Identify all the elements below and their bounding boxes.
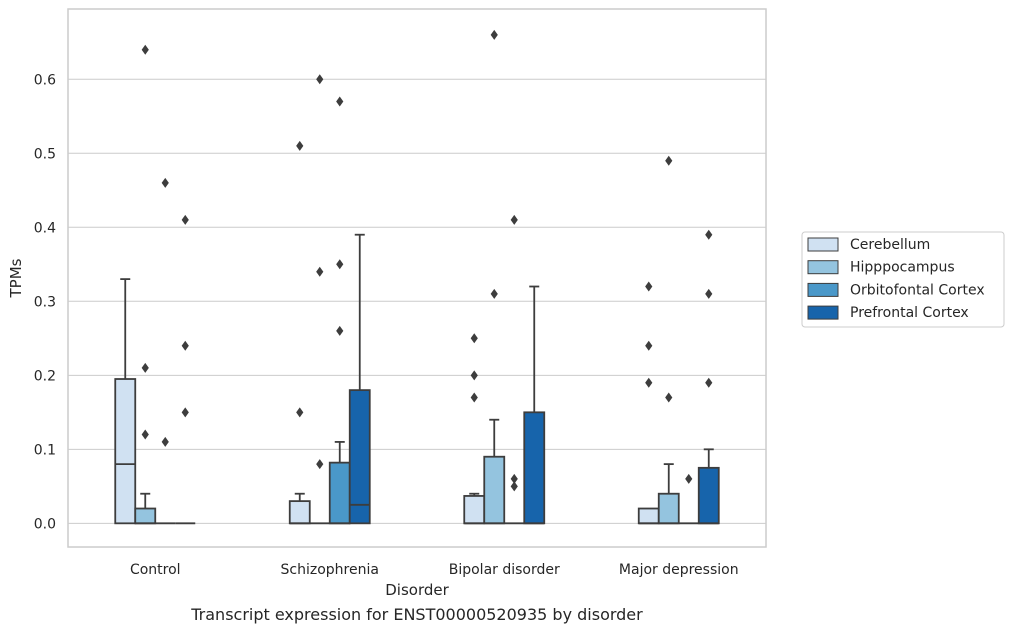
figure-caption: Transcript expression for ENST0000052093… bbox=[191, 605, 643, 624]
y-tick-label: 0.4 bbox=[34, 220, 56, 236]
box-prefrontal-cortex bbox=[348, 389, 371, 525]
box-cerebellum bbox=[288, 500, 311, 525]
x-tick-label: Major depression bbox=[619, 562, 739, 578]
y-tick-label: 0.0 bbox=[34, 516, 56, 532]
y-tick-label: 0.2 bbox=[34, 368, 56, 384]
legend-label: Prefrontal Cortex bbox=[850, 305, 969, 321]
outlier-point bbox=[705, 377, 713, 388]
y-tick-label: 0.1 bbox=[34, 442, 56, 458]
outlier-point bbox=[316, 459, 324, 470]
outlier-point bbox=[510, 473, 518, 484]
x-axis-label: Disorder bbox=[385, 581, 449, 599]
outlier-point bbox=[316, 266, 324, 277]
outlier-point bbox=[296, 407, 304, 418]
legend-label: Cerebellum bbox=[850, 237, 930, 253]
legend-swatch bbox=[807, 237, 839, 252]
outlier-point bbox=[470, 370, 478, 381]
legend-swatch bbox=[807, 260, 839, 275]
y-tick-label: 0.6 bbox=[34, 72, 56, 88]
outlier-point bbox=[665, 392, 673, 403]
box-cerebellum bbox=[637, 507, 660, 525]
outlier-point bbox=[705, 288, 713, 299]
outlier-point bbox=[510, 481, 518, 492]
box-cerebellum bbox=[114, 378, 137, 525]
legend-box bbox=[801, 231, 1005, 328]
box-orbitofontal-cortex bbox=[328, 461, 351, 525]
outlier-point bbox=[336, 259, 344, 270]
outlier-point bbox=[705, 229, 713, 240]
outlier-point bbox=[685, 473, 693, 484]
outlier-point bbox=[336, 96, 344, 107]
x-tick-label: Bipolar disorder bbox=[449, 562, 560, 578]
outlier-point bbox=[161, 177, 169, 188]
outlier-point bbox=[181, 340, 189, 351]
outlier-point bbox=[296, 140, 304, 151]
legend-label: Hipppocampus bbox=[850, 260, 955, 276]
box-hipppocampus bbox=[657, 492, 680, 525]
outlier-point bbox=[161, 436, 169, 447]
outlier-point bbox=[336, 325, 344, 336]
legend-label: Orbitofontal Cortex bbox=[850, 282, 985, 298]
plot-background bbox=[68, 9, 766, 547]
outlier-point bbox=[181, 407, 189, 418]
box-cerebellum bbox=[463, 495, 486, 525]
y-tick-label: 0.3 bbox=[34, 294, 56, 310]
outlier-point bbox=[490, 288, 498, 299]
x-tick-label: Control bbox=[130, 562, 181, 578]
plot-frame bbox=[67, 8, 767, 548]
legend-swatch bbox=[807, 305, 839, 320]
outlier-point bbox=[645, 340, 653, 351]
outlier-point bbox=[316, 74, 324, 85]
outlier-point bbox=[470, 333, 478, 344]
outlier-point bbox=[645, 377, 653, 388]
outlier-point bbox=[510, 214, 518, 225]
outlier-point bbox=[181, 214, 189, 225]
legend-swatch bbox=[807, 282, 839, 297]
x-tick-label: Schizophrenia bbox=[281, 562, 379, 578]
box-hipppocampus bbox=[483, 455, 506, 525]
box-hipppocampus bbox=[134, 507, 157, 525]
box-prefrontal-cortex bbox=[697, 466, 720, 525]
outlier-point bbox=[665, 155, 673, 166]
outlier-point bbox=[470, 392, 478, 403]
outlier-point bbox=[645, 281, 653, 292]
y-axis-label: TPMs bbox=[7, 258, 25, 298]
box-prefrontal-cortex bbox=[523, 411, 546, 525]
outlier-point bbox=[490, 29, 498, 40]
outlier-point bbox=[141, 44, 149, 55]
outlier-point bbox=[141, 429, 149, 440]
outlier-point bbox=[141, 362, 149, 373]
y-tick-label: 0.5 bbox=[34, 146, 56, 162]
